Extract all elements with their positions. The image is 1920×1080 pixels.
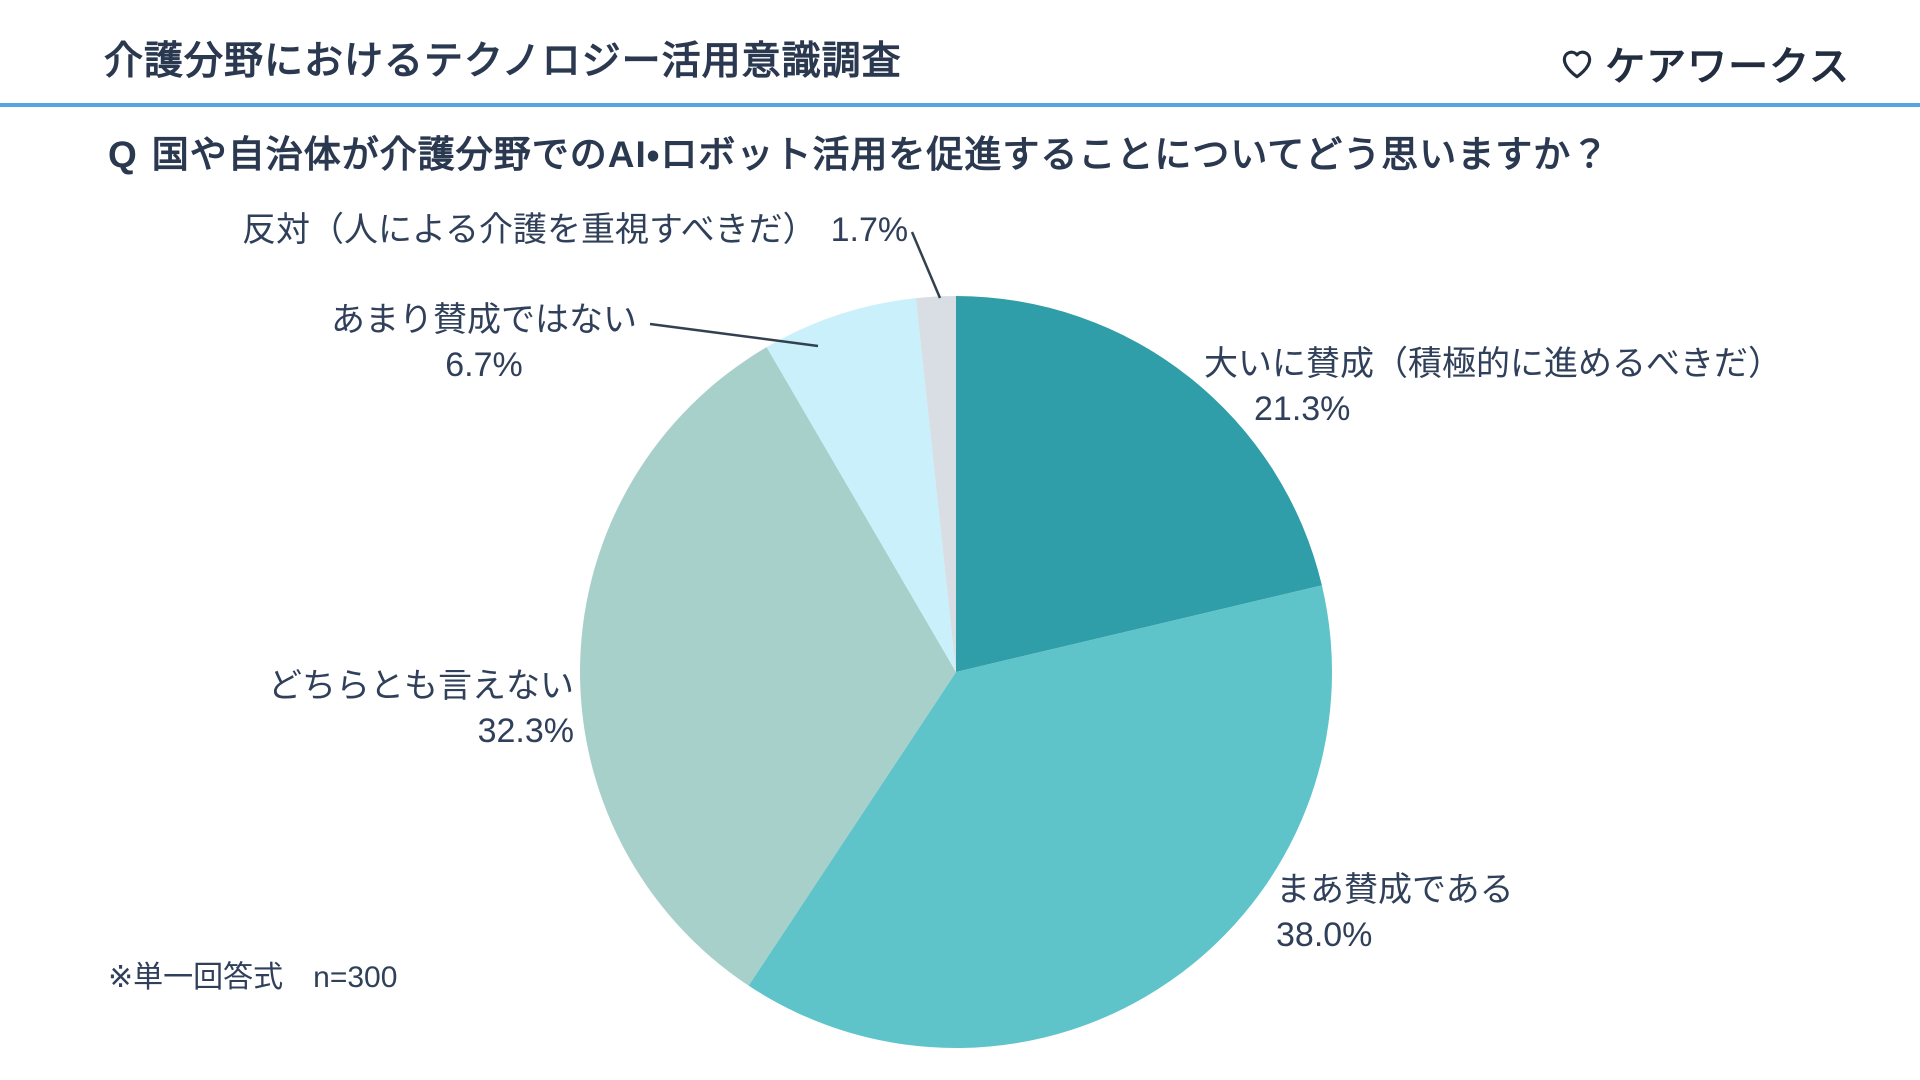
brand-logo: ケアワークス — [1557, 34, 1850, 92]
question-prefix: Q — [108, 134, 138, 175]
label-agree: まあ賛成である 38.0% — [1276, 868, 1514, 958]
slice-label-text: あまり賛成ではない — [331, 301, 637, 339]
leader-line-oppose — [910, 231, 942, 299]
heart-outline-icon — [1562, 50, 1592, 79]
pie-slice-2 — [579, 347, 956, 986]
question-text: 国や自治体が介護分野でのAI・ロボット活用を促進することについてどう思いますか？ — [151, 134, 1610, 175]
pie-slice-4 — [915, 296, 956, 672]
label-neither: どちらとも言えない 32.3% — [184, 664, 574, 754]
label-strongly-agree: 大いに賛成（積極的に進めるべきだ） 21.3% — [1204, 342, 1782, 432]
slice-label-text: 反対（人による介護を重視すべきだ） — [242, 211, 817, 249]
leader-line-somewhat-oppose — [649, 322, 819, 348]
brand-name: ケアワークス — [1605, 45, 1850, 89]
footnote: ※単一回答式 n=300 — [108, 961, 398, 994]
slice-label-text: どちらとも言えない — [268, 667, 574, 705]
slice-value-text: 32.3% — [477, 711, 574, 750]
slice-label-text: まあ賛成である — [1276, 871, 1514, 909]
slice-value-text: 21.3% — [1254, 389, 1351, 428]
label-oppose: 反対（人による介護を重視すべきだ） 1.7% — [242, 208, 908, 253]
slice-label-text: 大いに賛成（積極的に進めるべきだ） — [1204, 345, 1782, 383]
pie-slice-1 — [748, 585, 1333, 1049]
slice-value-text: 1.7% — [830, 211, 909, 249]
slice-value-text: 6.7% — [445, 345, 523, 384]
header-divider — [0, 103, 1920, 107]
pie-slices — [579, 295, 1333, 1049]
pie-slice-0 — [956, 295, 1322, 672]
label-somewhat-oppose: あまり賛成ではない 6.7% — [288, 298, 680, 388]
pie-slice-3 — [766, 298, 956, 672]
slice-value-text: 38.0% — [1276, 915, 1373, 954]
question-title: Q 国や自治体が介護分野でのAI・ロボット活用を促進することについてどう思いますか… — [108, 124, 1609, 178]
page-title: 介護分野におけるテクノロジー活用意識調査 — [104, 40, 902, 83]
